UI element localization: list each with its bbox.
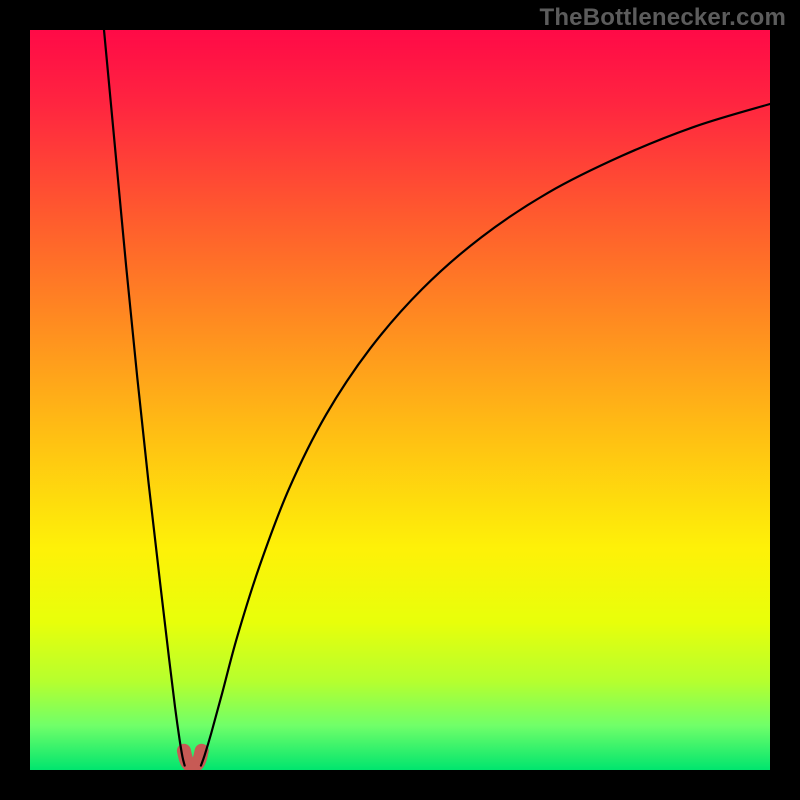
bottleneck-curve-left <box>104 30 185 766</box>
plot-svg <box>30 30 770 770</box>
watermark-text: TheBottlenecker.com <box>539 4 786 32</box>
chart-stage: TheBottlenecker.com <box>0 0 800 800</box>
plot-area <box>30 30 770 770</box>
bottleneck-curve-right <box>201 104 770 766</box>
highlight-minimum-marker <box>184 751 202 766</box>
plot-frame <box>30 30 770 770</box>
